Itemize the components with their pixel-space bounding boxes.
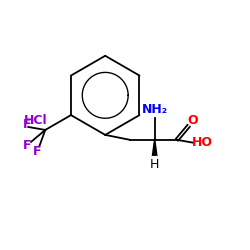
Text: F: F xyxy=(23,139,31,152)
Text: HO: HO xyxy=(192,136,213,149)
Text: O: O xyxy=(188,114,198,128)
Polygon shape xyxy=(152,141,158,156)
Text: HCl: HCl xyxy=(24,114,48,126)
Text: F: F xyxy=(33,145,42,158)
Text: F: F xyxy=(23,118,31,130)
Text: H: H xyxy=(150,158,159,171)
Text: NH₂: NH₂ xyxy=(142,103,168,116)
